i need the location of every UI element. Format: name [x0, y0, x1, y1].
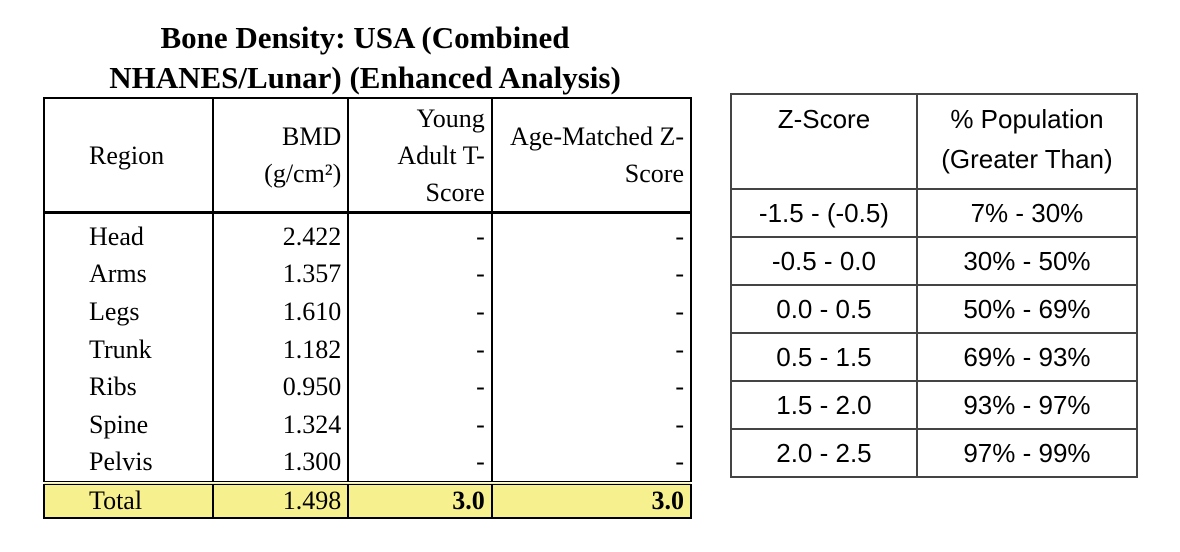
table-cell: 97% - 99% [915, 428, 1139, 478]
table-cell: - [490, 330, 691, 369]
table-cell: - [490, 293, 691, 331]
table-cell: Head [43, 212, 213, 256]
column-header: Z-Score [730, 93, 918, 190]
table-cell: - [490, 443, 691, 484]
bone-density-table: Region BMD (g/cm²) Young Adult T-Score Age-… [43, 97, 692, 520]
table-cell: - [347, 255, 492, 294]
table-cell: 30% - 50% [915, 236, 1139, 286]
table-cell: 50% - 69% [915, 284, 1139, 334]
table-cell: - [347, 212, 492, 256]
table-cell: Trunk [43, 330, 213, 369]
table-row: 0.5 - 1.5 69% - 93% [730, 332, 1139, 382]
table-cell: - [347, 405, 492, 444]
table-cell: 1.610 [211, 293, 349, 331]
table-row: Pelvis 1.300- - [43, 443, 691, 484]
table-cell: - [347, 330, 492, 369]
title-line: NHANES/Lunar) (Enhanced Analysis) [109, 60, 621, 95]
table-cell: 0.5 - 1.5 [730, 332, 918, 382]
table-row: Spine 1.324- - [43, 405, 691, 444]
column-header: % Population (Greater Than) [915, 93, 1139, 190]
table-cell: 0.0 - 0.5 [730, 284, 918, 334]
table-cell: 2.422 [211, 212, 349, 256]
z-score-table: Z-Score% Population (Greater Than) -1.5 -… [730, 93, 1139, 478]
total-cell: 3.0 [490, 481, 691, 519]
total-cell: Total [43, 481, 213, 519]
table-row: Legs 1.610- - [43, 293, 691, 331]
table-cell: Arms [43, 255, 213, 294]
table-row: Head 2.422- - [43, 212, 691, 256]
table-cell: 1.300 [211, 443, 349, 484]
table-cell: 2.0 - 2.5 [730, 428, 918, 478]
column-header: Region [43, 98, 213, 214]
table-cell: -1.5 - (-0.5) [730, 188, 918, 238]
table-cell: Spine [43, 405, 213, 444]
table-cell: 0.950 [211, 368, 349, 406]
table-cell: 1.5 - 2.0 [730, 380, 918, 430]
column-header: BMD (g/cm²) [211, 98, 349, 214]
table-row: 0.0 - 0.5 50% - 69% [730, 284, 1139, 334]
table-cell: Pelvis [43, 443, 213, 484]
table-cell: 1.182 [211, 330, 349, 369]
table-row: Total 1.498 3.0 3.0 [43, 481, 691, 519]
table-cell: -0.5 - 0.0 [730, 236, 918, 286]
table-cell: - [490, 212, 691, 256]
table-row: 1.5 - 2.0 93% - 97% [730, 380, 1139, 430]
table-row: -0.5 - 0.0 30% - 50% [730, 236, 1139, 286]
total-cell: 3.0 [347, 481, 492, 519]
table-cell: 93% - 97% [915, 380, 1139, 430]
table-cell: Ribs [43, 368, 213, 406]
table-cell: - [347, 293, 492, 331]
table-cell: 69% - 93% [915, 332, 1139, 382]
table-row: 2.0 - 2.5 97% - 99% [730, 428, 1139, 478]
table-cell: - [347, 443, 492, 484]
table-row: Ribs 0.950- - [43, 368, 691, 406]
table-row: -1.5 - (-0.5) 7% - 30% [730, 188, 1139, 238]
table-cell: - [490, 405, 691, 444]
table-cell: 1.357 [211, 255, 349, 294]
total-cell: 1.498 [211, 481, 349, 519]
table-row: Arms 1.357- - [43, 255, 691, 294]
table-cell: 7% - 30% [915, 188, 1139, 238]
table-cell: Legs [43, 293, 213, 331]
table-cell: - [490, 368, 691, 406]
table-cell: 1.324 [211, 405, 349, 444]
table-cell: - [347, 368, 492, 406]
column-header: Young Adult T-Score [347, 98, 492, 214]
column-header: Age-Matched Z-Score [490, 98, 691, 214]
table-cell: - [490, 255, 691, 294]
table-row: Trunk 1.182- - [43, 330, 691, 369]
title-line: Bone Density: USA (Combined [160, 20, 570, 55]
